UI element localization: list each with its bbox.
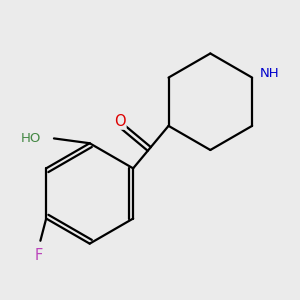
Text: F: F [34,248,43,263]
Text: O: O [114,114,125,129]
Text: NH: NH [260,67,280,80]
Text: HO: HO [21,132,41,145]
